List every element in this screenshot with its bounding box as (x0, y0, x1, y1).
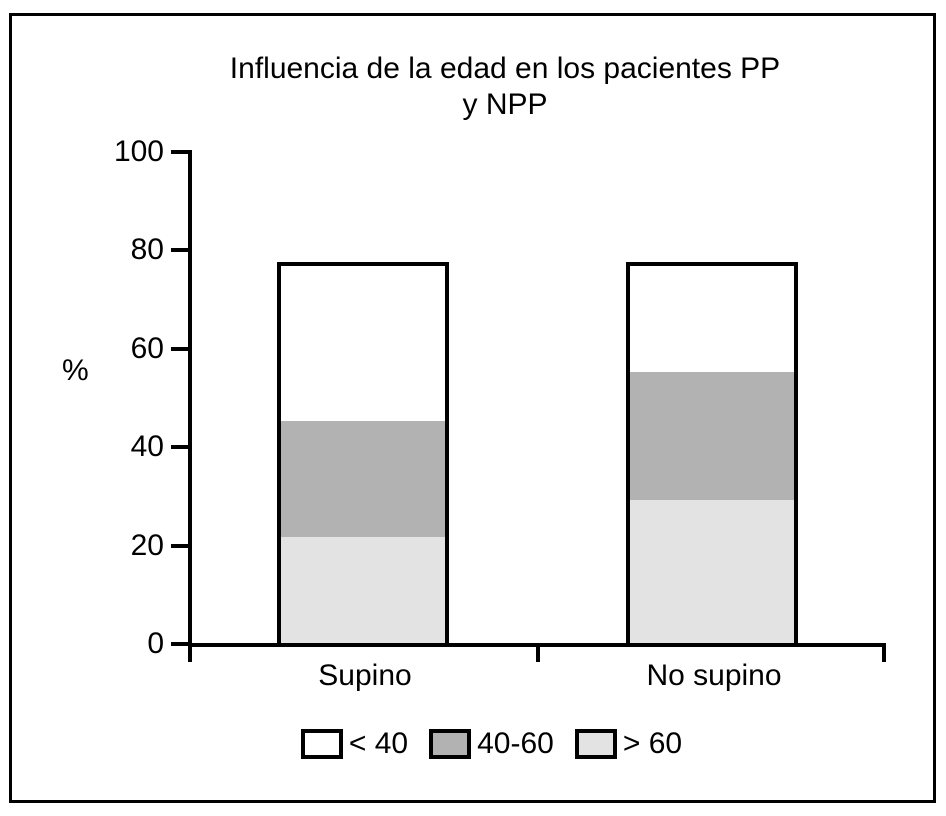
bar-segment (281, 421, 445, 537)
legend-item: 40-60 (429, 727, 554, 761)
bar-1 (277, 262, 449, 643)
legend-swatch (574, 729, 617, 759)
y-tick-label: 100 (113, 135, 164, 168)
legend-item: < 40 (300, 727, 409, 761)
chart-title: Influencia de la edad en los pacientes P… (0, 51, 946, 123)
y-tick-label: 0 (147, 627, 164, 660)
category-label: Supino (318, 659, 412, 692)
legend: < 40 40-60 > 60 (0, 727, 946, 761)
bar-segment (281, 537, 445, 643)
y-tick (171, 150, 188, 154)
y-tick (171, 347, 188, 351)
bar-segment (281, 266, 445, 421)
y-axis-line (188, 150, 192, 662)
legend-item: > 60 (574, 727, 683, 761)
bar-2 (626, 262, 798, 643)
y-tick-label: 20 (130, 529, 164, 562)
x-tick (536, 643, 540, 662)
legend-swatch (300, 729, 343, 759)
y-tick (171, 544, 188, 548)
y-tick (171, 248, 188, 252)
legend-swatch (429, 729, 472, 759)
bar-segment (630, 372, 794, 500)
bar-segment (630, 266, 794, 372)
legend-label: < 40 (348, 727, 409, 760)
y-axis-label: % (62, 354, 89, 387)
bar-segment (630, 500, 794, 643)
category-label: No supino (646, 659, 782, 692)
chart-title-line-2: y NPP (462, 88, 548, 121)
legend-label: 40-60 (477, 727, 554, 760)
x-tick (882, 643, 886, 662)
figure-border (9, 13, 936, 803)
y-tick (171, 642, 188, 646)
y-tick-label: 60 (130, 332, 164, 365)
y-tick (171, 445, 188, 449)
legend-label: > 60 (622, 727, 683, 760)
chart-title-line-1: Influencia de la edad en los pacientes P… (229, 52, 781, 85)
y-tick-label: 80 (130, 233, 164, 266)
y-tick-label: 40 (130, 430, 164, 463)
